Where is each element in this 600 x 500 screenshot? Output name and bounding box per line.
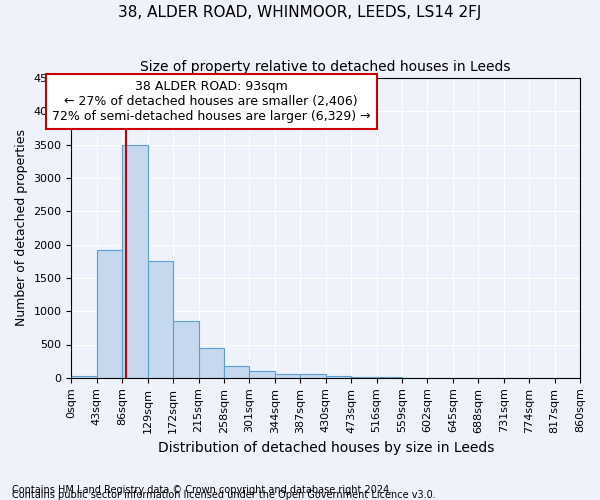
Bar [326,376,351,378]
Bar [199,348,224,378]
Bar [250,371,275,378]
Bar [173,321,199,378]
Title: Size of property relative to detached houses in Leeds: Size of property relative to detached ho… [140,60,511,74]
Bar [351,377,377,378]
Y-axis label: Number of detached properties: Number of detached properties [15,130,28,326]
Bar [148,261,173,378]
Text: 38, ALDER ROAD, WHINMOOR, LEEDS, LS14 2FJ: 38, ALDER ROAD, WHINMOOR, LEEDS, LS14 2F… [118,5,482,20]
Text: Contains HM Land Registry data © Crown copyright and database right 2024.: Contains HM Land Registry data © Crown c… [12,485,392,495]
Bar [122,144,148,378]
Text: Contains public sector information licensed under the Open Government Licence v3: Contains public sector information licen… [12,490,436,500]
Bar [300,374,326,378]
Bar [97,250,122,378]
Bar [275,374,300,378]
Bar [224,366,250,378]
Text: 38 ALDER ROAD: 93sqm
← 27% of detached houses are smaller (2,406)
72% of semi-de: 38 ALDER ROAD: 93sqm ← 27% of detached h… [52,80,371,123]
Bar [71,376,97,378]
X-axis label: Distribution of detached houses by size in Leeds: Distribution of detached houses by size … [158,441,494,455]
